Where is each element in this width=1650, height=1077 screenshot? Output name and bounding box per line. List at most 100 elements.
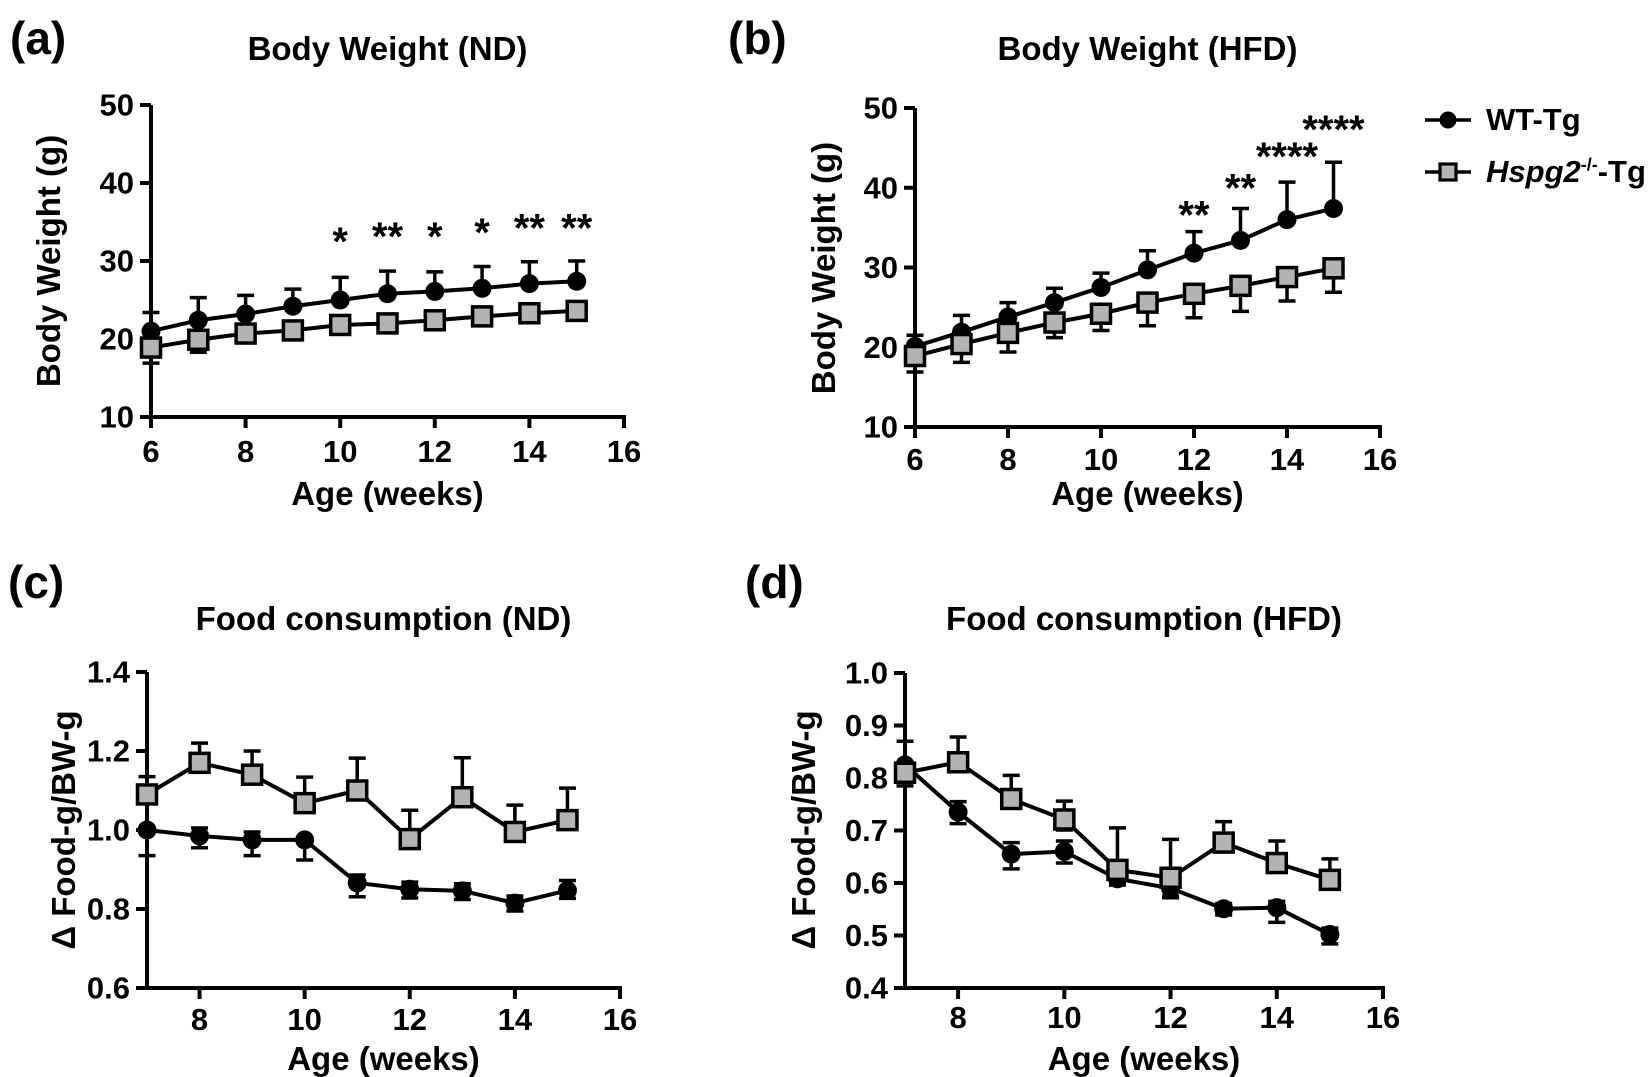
y-tick-label: 1.2 <box>87 734 130 769</box>
x-tick-label: 8 <box>191 1002 208 1037</box>
data-point-circle <box>330 290 350 310</box>
data-point-square <box>1106 858 1129 882</box>
data-point-square <box>1265 851 1289 875</box>
x-tick-label: 14 <box>498 1002 533 1037</box>
data-point-square <box>376 312 399 335</box>
panel-label-d: (d) <box>745 556 804 608</box>
chart-d-axes: 0.4 0.5 0.6 0.7 0.8 0.9 1.0 8 10 12 14 16 <box>845 656 1400 1036</box>
chart-c-title: Food consumption (ND) <box>196 600 572 637</box>
data-point-circle <box>472 278 492 298</box>
chart-panel-d: (d) Food consumption (HFD) Age (weeks) Δ Fo… <box>745 556 1400 1077</box>
data-point-circle <box>519 274 539 294</box>
y-tick-label: 40 <box>864 170 898 205</box>
y-tick-label: 0.8 <box>845 761 888 796</box>
data-point-circle <box>236 304 256 324</box>
data-point-square <box>950 332 973 356</box>
y-tick-label: 40 <box>100 166 134 201</box>
chart-d-title: Food consumption (HFD) <box>946 600 1342 637</box>
data-point-circle <box>1277 210 1297 230</box>
data-point-circle <box>948 802 968 822</box>
x-tick-label: 6 <box>142 434 159 469</box>
chart-d-y-axis-label: Δ Food-g/BW-g <box>785 710 822 949</box>
data-point-square <box>1322 257 1345 280</box>
data-point-circle <box>190 826 210 846</box>
data-point-circle <box>1184 243 1204 263</box>
data-point-circle <box>505 893 525 913</box>
data-point-circle <box>1054 842 1074 861</box>
data-point-circle <box>557 880 577 900</box>
significance-marker: ** <box>1178 193 1210 237</box>
x-tick-label: 8 <box>237 434 254 469</box>
data-point-circle <box>283 296 303 316</box>
data-point-circle <box>188 310 208 330</box>
data-point-square <box>293 791 316 815</box>
chart-d-x-axis-label: Age (weeks) <box>1048 1040 1241 1077</box>
data-point-square <box>1136 291 1159 314</box>
x-tick-label: 12 <box>418 434 452 469</box>
chart-a-y-axis-label: Body Weight (g) <box>30 135 67 387</box>
data-point-square <box>893 761 917 784</box>
chart-c-series-wt-tg <box>137 820 577 913</box>
y-tick-label: 50 <box>100 88 134 123</box>
data-point-circle <box>347 873 367 893</box>
x-tick-label: 14 <box>1270 442 1305 477</box>
data-point-circle <box>1324 198 1343 218</box>
data-point-square <box>240 763 264 786</box>
data-point-square <box>518 302 541 325</box>
x-tick-label: 8 <box>999 442 1016 477</box>
data-point-circle <box>400 879 420 899</box>
significance-marker: * <box>427 215 443 259</box>
data-point-circle <box>141 321 161 341</box>
x-tick-label: 14 <box>512 434 547 469</box>
series-line-wt-tg <box>150 279 577 334</box>
chart-a-series-hspg2-tg <box>139 299 588 365</box>
x-tick-label: 16 <box>607 434 641 469</box>
series-line-wt-tg <box>914 206 1334 349</box>
data-point-circle <box>378 284 397 304</box>
significance-marker: ** <box>561 207 593 251</box>
chart-panel-b: (b) Body Weight (HFD) Age (weeks) Body Weig… <box>728 12 1398 512</box>
data-point-square <box>503 820 527 844</box>
chart-b-y-axis-label: Body Weight (g) <box>805 142 842 394</box>
x-tick-label: 16 <box>1363 442 1397 477</box>
legend-item-hspg2-tg: Hspg2-/--Tg <box>1424 154 1646 190</box>
data-point-square <box>1182 282 1206 306</box>
panel-label-c: (c) <box>8 556 64 608</box>
chart-a-axes: 10 20 30 40 50 6 8 10 12 14 16 <box>100 88 642 470</box>
data-point-circle <box>242 830 262 850</box>
x-tick-label: 12 <box>393 1002 427 1037</box>
data-point-square <box>1043 311 1066 334</box>
data-point-circle <box>295 830 315 850</box>
data-point-square <box>1089 302 1113 326</box>
y-tick-label: 0.7 <box>845 813 888 848</box>
y-tick-label: 10 <box>100 400 134 435</box>
y-tick-label: 0.9 <box>845 708 888 743</box>
data-point-square <box>234 322 257 345</box>
chart-b-axes: 10 20 30 40 50 6 8 10 12 14 16 <box>864 91 1398 478</box>
significance-marker: **** <box>1256 135 1319 179</box>
data-point-circle <box>425 281 445 301</box>
data-point-circle <box>567 271 587 291</box>
significance-marker: **** <box>1302 108 1365 152</box>
x-tick-label: 6 <box>906 442 923 477</box>
data-point-square <box>1229 274 1252 298</box>
x-tick-label: 16 <box>603 1002 637 1037</box>
data-point-square <box>999 787 1023 811</box>
x-tick-label: 16 <box>1366 1000 1400 1035</box>
significance-marker: ** <box>372 215 404 259</box>
significance-marker: ** <box>1225 166 1257 210</box>
y-tick-label: 30 <box>864 250 898 285</box>
y-tick-label: 1.0 <box>87 813 130 848</box>
chart-b-x-axis-label: Age (weeks) <box>1051 475 1244 512</box>
data-point-circle <box>1045 293 1064 313</box>
chart-b-series-wt-tg <box>905 160 1343 361</box>
chart-d-series-hspg2-tg <box>893 735 1342 898</box>
legend-label-hspg2-tg: Hspg2-/--Tg <box>1486 154 1646 189</box>
chart-c-axes: 0.6 0.8 1.0 1.2 1.4 8 10 12 14 16 <box>87 655 637 1038</box>
x-tick-label: 8 <box>949 1000 966 1035</box>
data-point-square <box>451 785 474 809</box>
y-tick-label: 20 <box>100 322 134 357</box>
y-tick-label: 1.0 <box>845 656 888 691</box>
data-point-square <box>903 344 927 368</box>
